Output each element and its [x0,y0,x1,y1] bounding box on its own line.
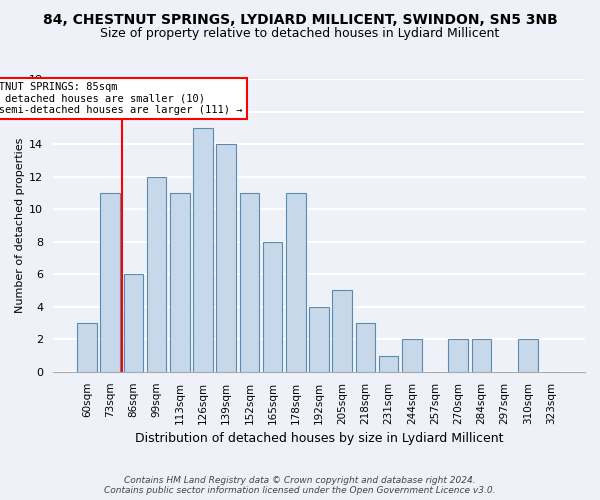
Bar [448,340,468,372]
Y-axis label: Number of detached properties: Number of detached properties [15,138,25,313]
Bar [332,290,352,372]
Bar [263,242,283,372]
Text: 84 CHESTNUT SPRINGS: 85sqm
← 8% of detached houses are smaller (10)
91% of semi-: 84 CHESTNUT SPRINGS: 85sqm ← 8% of detac… [0,82,242,115]
X-axis label: Distribution of detached houses by size in Lydiard Millicent: Distribution of detached houses by size … [135,432,503,445]
Bar [402,340,422,372]
Bar [286,193,305,372]
Bar [356,323,375,372]
Text: 84, CHESTNUT SPRINGS, LYDIARD MILLICENT, SWINDON, SN5 3NB: 84, CHESTNUT SPRINGS, LYDIARD MILLICENT,… [43,12,557,26]
Bar [124,274,143,372]
Bar [239,193,259,372]
Text: Contains HM Land Registry data © Crown copyright and database right 2024.
Contai: Contains HM Land Registry data © Crown c… [104,476,496,495]
Bar [379,356,398,372]
Text: Size of property relative to detached houses in Lydiard Millicent: Size of property relative to detached ho… [100,28,500,40]
Bar [77,323,97,372]
Bar [147,176,166,372]
Bar [100,193,120,372]
Bar [170,193,190,372]
Bar [472,340,491,372]
Bar [217,144,236,372]
Bar [193,128,213,372]
Bar [518,340,538,372]
Bar [309,306,329,372]
